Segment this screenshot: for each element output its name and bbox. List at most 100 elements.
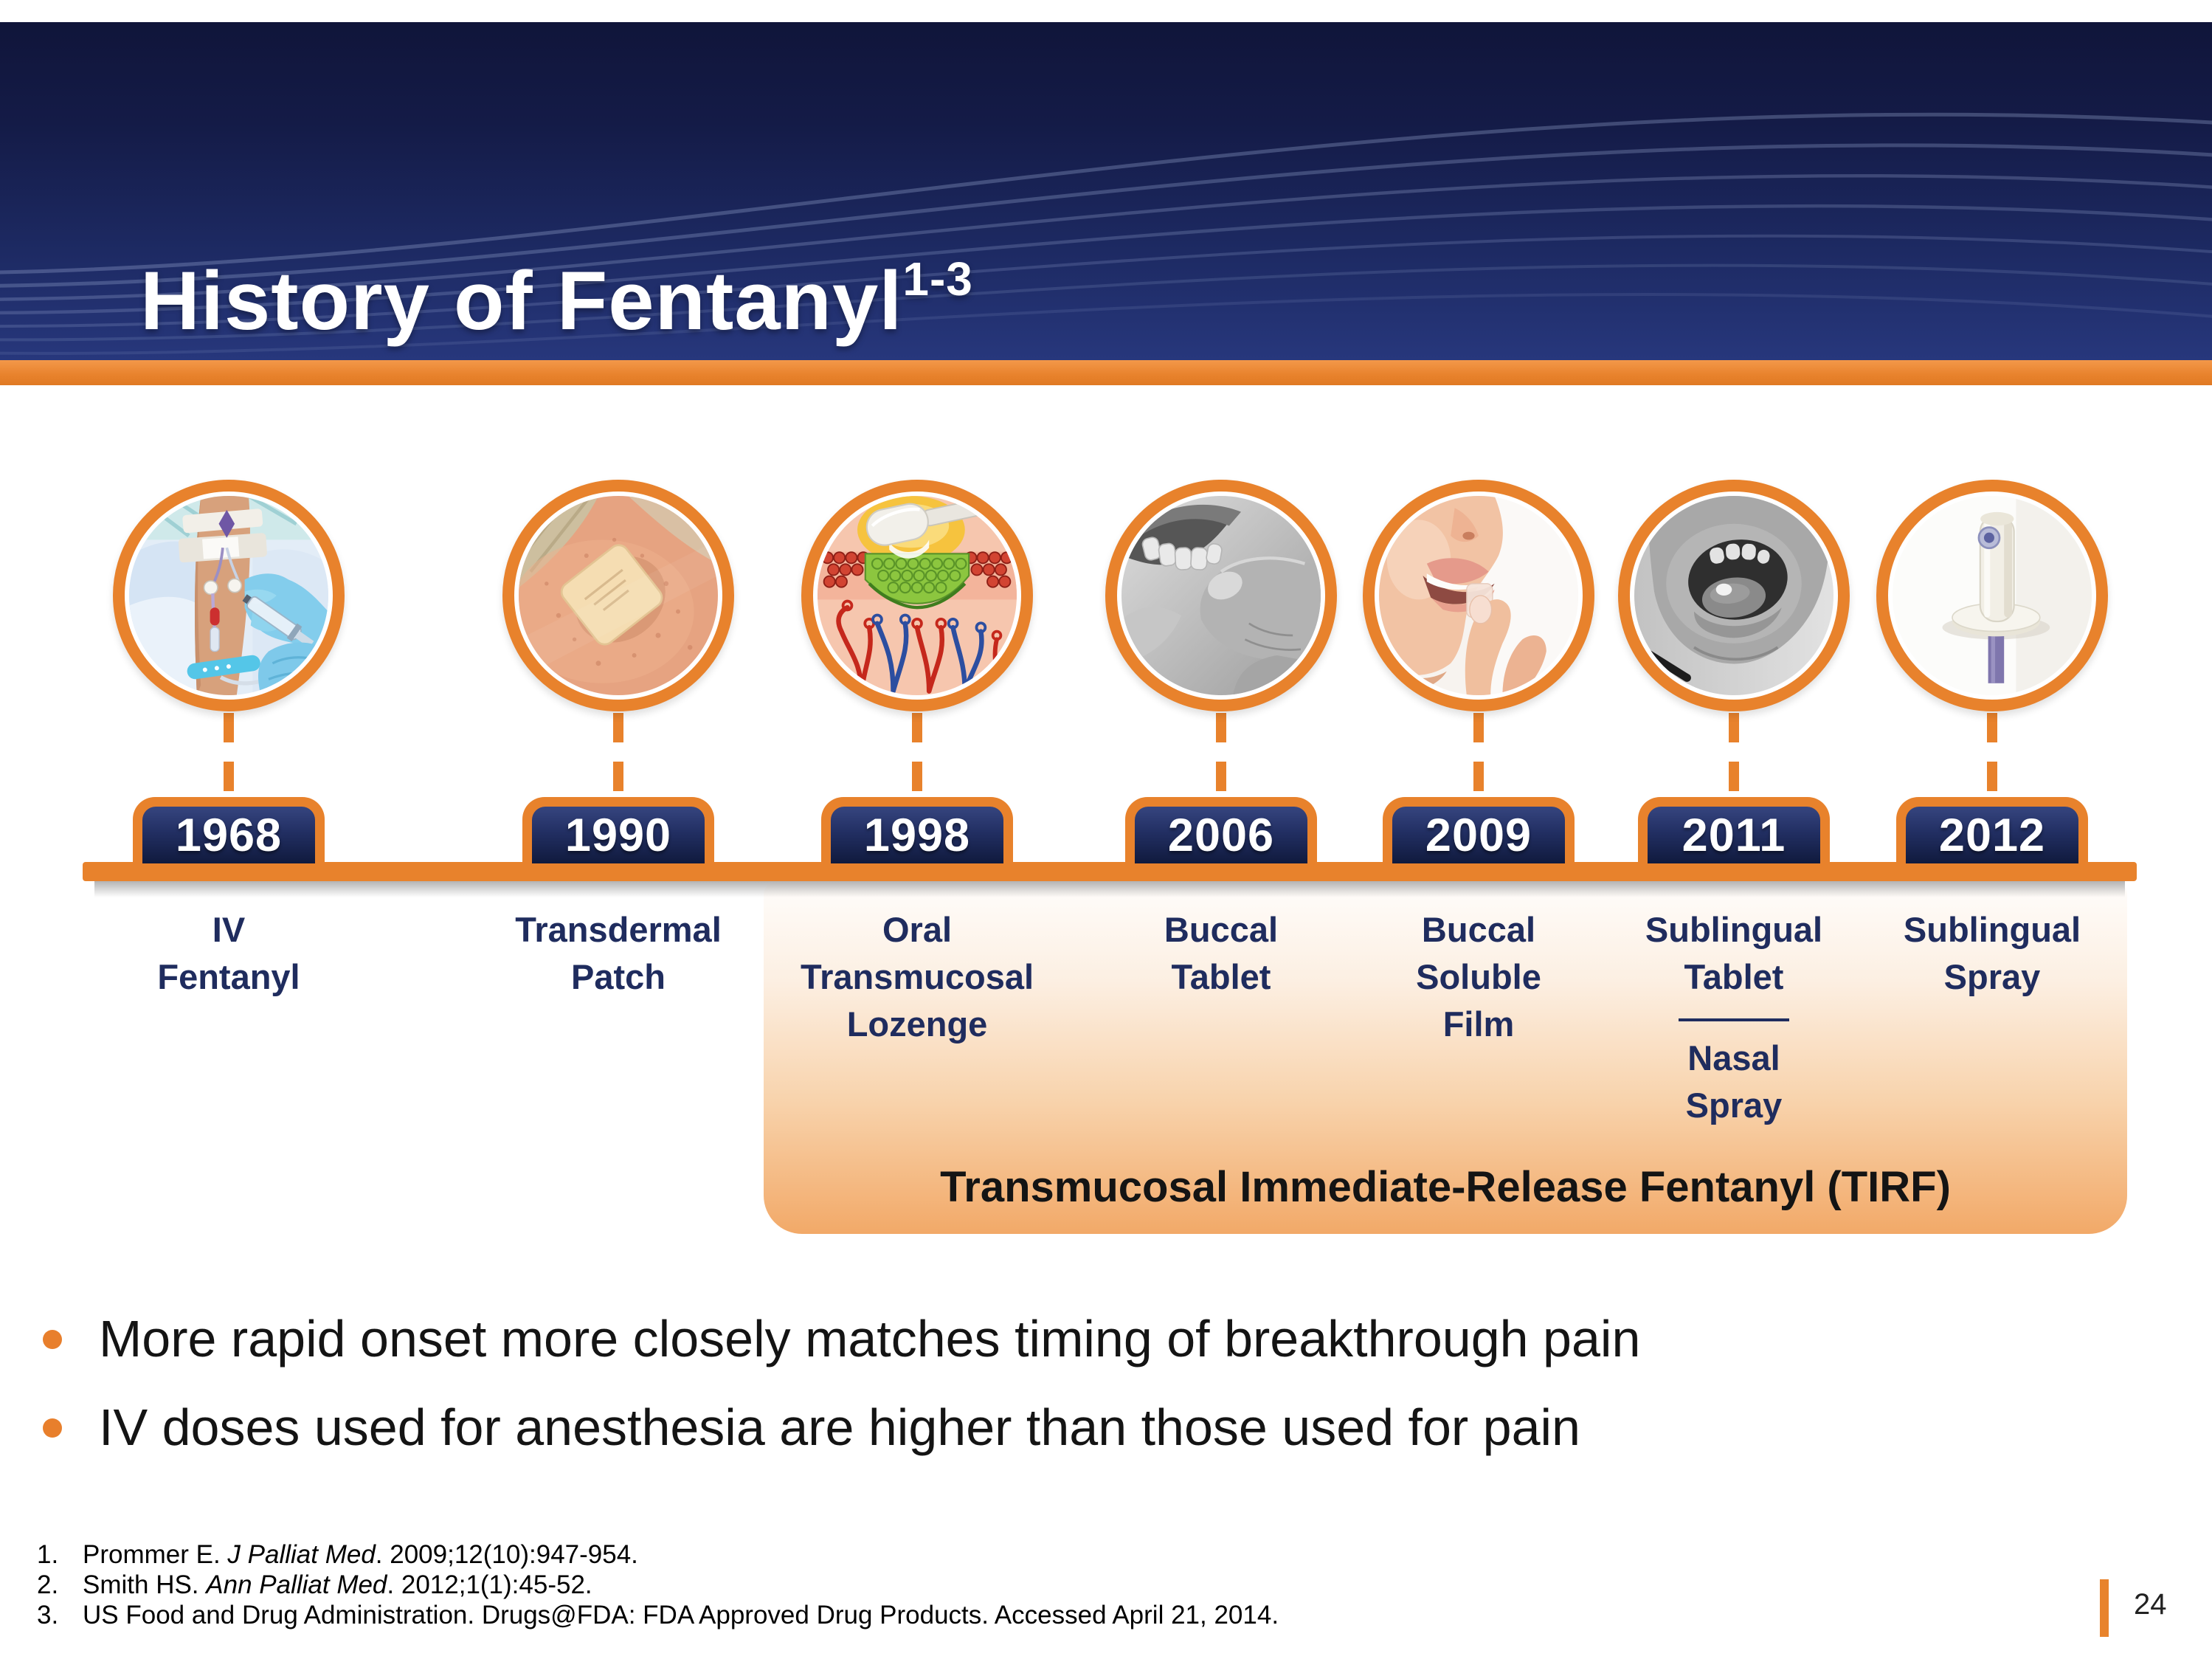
reference-text-pre: Prommer E. xyxy=(83,1540,228,1569)
oral-lozenge-illustration xyxy=(818,496,1017,695)
label-line: Buccal xyxy=(1421,910,1536,949)
bullet-item-1: More rapid onset more closely matches ti… xyxy=(43,1308,1640,1370)
label-line: Spray xyxy=(1685,1086,1783,1125)
reference-item-1: 1. Prommer E. J Palliat Med. 2009;12(10)… xyxy=(37,1539,1279,1570)
references: 1. Prommer E. J Palliat Med. 2009;12(10)… xyxy=(37,1539,1279,1630)
milestone-label-1968: IV Fentanyl xyxy=(66,906,391,1001)
buccal-tablet-illustration xyxy=(1121,496,1321,695)
page-title-text: History of Fentanyl xyxy=(140,255,903,347)
reference-text-post: . 2012;1(1):45-52. xyxy=(387,1570,592,1599)
year-tab-2009-label: 2009 xyxy=(1392,807,1565,863)
header-swoosh-decoration xyxy=(0,112,2212,355)
reference-text: US Food and Drug Administration. Drugs@F… xyxy=(83,1600,1279,1630)
reference-number: 1. xyxy=(37,1540,59,1569)
label-line: Oral xyxy=(882,910,953,949)
milestone-circle-2012 xyxy=(1876,480,2108,711)
milestone-circle-2011 xyxy=(1618,480,1850,711)
reference-journal: J Palliat Med xyxy=(227,1540,376,1569)
reference-journal: Ann Palliat Med xyxy=(206,1570,387,1599)
connector-dash-2006 xyxy=(1216,713,1226,796)
label-line: Fentanyl xyxy=(157,957,300,996)
reference-text-pre: Smith HS. xyxy=(83,1570,207,1599)
iv-infusion-photo xyxy=(129,496,328,695)
reference-text: Prommer E. J Palliat Med. 2009;12(10):94… xyxy=(83,1539,638,1570)
year-tab-2009: 2009 xyxy=(1383,797,1575,863)
oral-transmucosal-lozenge-illustration xyxy=(818,496,1017,695)
bullet-dot-icon xyxy=(43,1418,62,1438)
connector-dash-2009 xyxy=(1473,713,1484,796)
transdermal-patch-photo xyxy=(519,496,718,695)
label-divider-line xyxy=(1679,1018,1789,1021)
iv-infusion-illustration xyxy=(129,496,328,695)
buccal-soluble-film-illustration xyxy=(1379,496,1578,695)
label-line: Nasal xyxy=(1687,1038,1780,1077)
timeline-bar-shadow xyxy=(94,881,2125,897)
connector-dash-2011 xyxy=(1729,713,1739,796)
sublingual-tablet-illustration xyxy=(1634,496,1833,695)
year-tab-1990-label: 1990 xyxy=(532,807,705,863)
label-line: Lozenge xyxy=(846,1004,988,1044)
transdermal-patch-illustration xyxy=(519,496,718,695)
milestone-label-2012: Sublingual Spray xyxy=(1830,906,2154,1001)
buccal-tablet-photo xyxy=(1121,496,1321,695)
year-tab-2011-label: 2011 xyxy=(1648,807,1820,863)
tirf-highlight-box xyxy=(764,883,2127,1234)
year-tab-2011: 2011 xyxy=(1638,797,1830,863)
label-line: Film xyxy=(1442,1004,1515,1044)
label-line: Tablet xyxy=(1171,957,1271,996)
year-tab-2012: 2012 xyxy=(1896,797,2088,863)
page-title: History of Fentanyl1-3 xyxy=(140,255,973,342)
milestone-circle-2006 xyxy=(1105,480,1337,711)
reference-text: Smith HS. Ann Palliat Med. 2012;1(1):45-… xyxy=(83,1570,592,1600)
milestone-circle-1998 xyxy=(801,480,1033,711)
milestone-circle-1968 xyxy=(113,480,345,711)
reference-text-post: . 2009;12(10):947-954. xyxy=(375,1540,638,1569)
label-line: Sublingual xyxy=(1645,910,1823,949)
label-line: Sublingual xyxy=(1903,910,2081,949)
label-line: Soluble xyxy=(1416,957,1541,996)
milestone-label-2009: Buccal Soluble Film xyxy=(1316,906,1641,1048)
tirf-box-label: Transmucosal Immediate-Release Fentanyl … xyxy=(940,1163,1951,1211)
slide-header: History of Fentanyl1-3 xyxy=(0,22,2212,360)
year-tab-2006: 2006 xyxy=(1125,797,1317,863)
page-number: 24 xyxy=(2134,1588,2167,1621)
connector-dash-1998 xyxy=(912,713,922,796)
buccal-film-photo xyxy=(1379,496,1578,695)
year-tab-1990: 1990 xyxy=(522,797,714,863)
year-tab-1998: 1998 xyxy=(821,797,1013,863)
milestone-label-2011: Sublingual Tablet Nasal Spray xyxy=(1572,906,1896,1129)
reference-item-3: 3. US Food and Drug Administration. Drug… xyxy=(37,1600,1279,1630)
connector-dash-1990 xyxy=(613,713,623,796)
year-tab-1968: 1968 xyxy=(133,797,325,863)
label-line: Transdermal xyxy=(515,910,722,949)
milestone-label-1990: Transdermal Patch xyxy=(456,906,781,1001)
sublingual-spray-photo xyxy=(1893,496,2092,695)
bullet-dot-icon xyxy=(43,1330,62,1349)
page-number-accent-bar xyxy=(2100,1579,2109,1637)
timeline-bar xyxy=(83,862,2137,881)
bullet-text: More rapid onset more closely matches ti… xyxy=(99,1310,1641,1367)
milestone-circle-1990 xyxy=(502,480,734,711)
connector-dash-2012 xyxy=(1987,713,1997,796)
bullet-text: IV doses used for anesthesia are higher … xyxy=(99,1398,1580,1456)
year-tab-2012-label: 2012 xyxy=(1906,807,2078,863)
reference-item-2: 2. Smith HS. Ann Palliat Med. 2012;1(1):… xyxy=(37,1570,1279,1600)
label-line: Buccal xyxy=(1164,910,1279,949)
connector-dash-1968 xyxy=(224,713,234,796)
label-line: Transmucosal xyxy=(800,957,1034,996)
sublingual-tablet-photo xyxy=(1634,496,1833,695)
bullet-item-2: IV doses used for anesthesia are higher … xyxy=(43,1396,1580,1458)
milestone-label-2006: Buccal Tablet xyxy=(1059,906,1383,1001)
label-line: Patch xyxy=(571,957,666,996)
milestone-circle-2009 xyxy=(1363,480,1594,711)
label-line: Tablet xyxy=(1684,957,1784,996)
reference-text-pre: US Food and Drug Administration. Drugs@F… xyxy=(83,1601,1279,1629)
label-line: IV xyxy=(212,910,246,949)
year-tab-1968-label: 1968 xyxy=(142,807,315,863)
milestone-label-1998: Oral Transmucosal Lozenge xyxy=(755,906,1079,1048)
year-tab-1998-label: 1998 xyxy=(831,807,1003,863)
reference-number: 3. xyxy=(37,1601,59,1629)
label-line: Spray xyxy=(1943,957,2041,996)
header-accent-bar xyxy=(0,360,2212,385)
